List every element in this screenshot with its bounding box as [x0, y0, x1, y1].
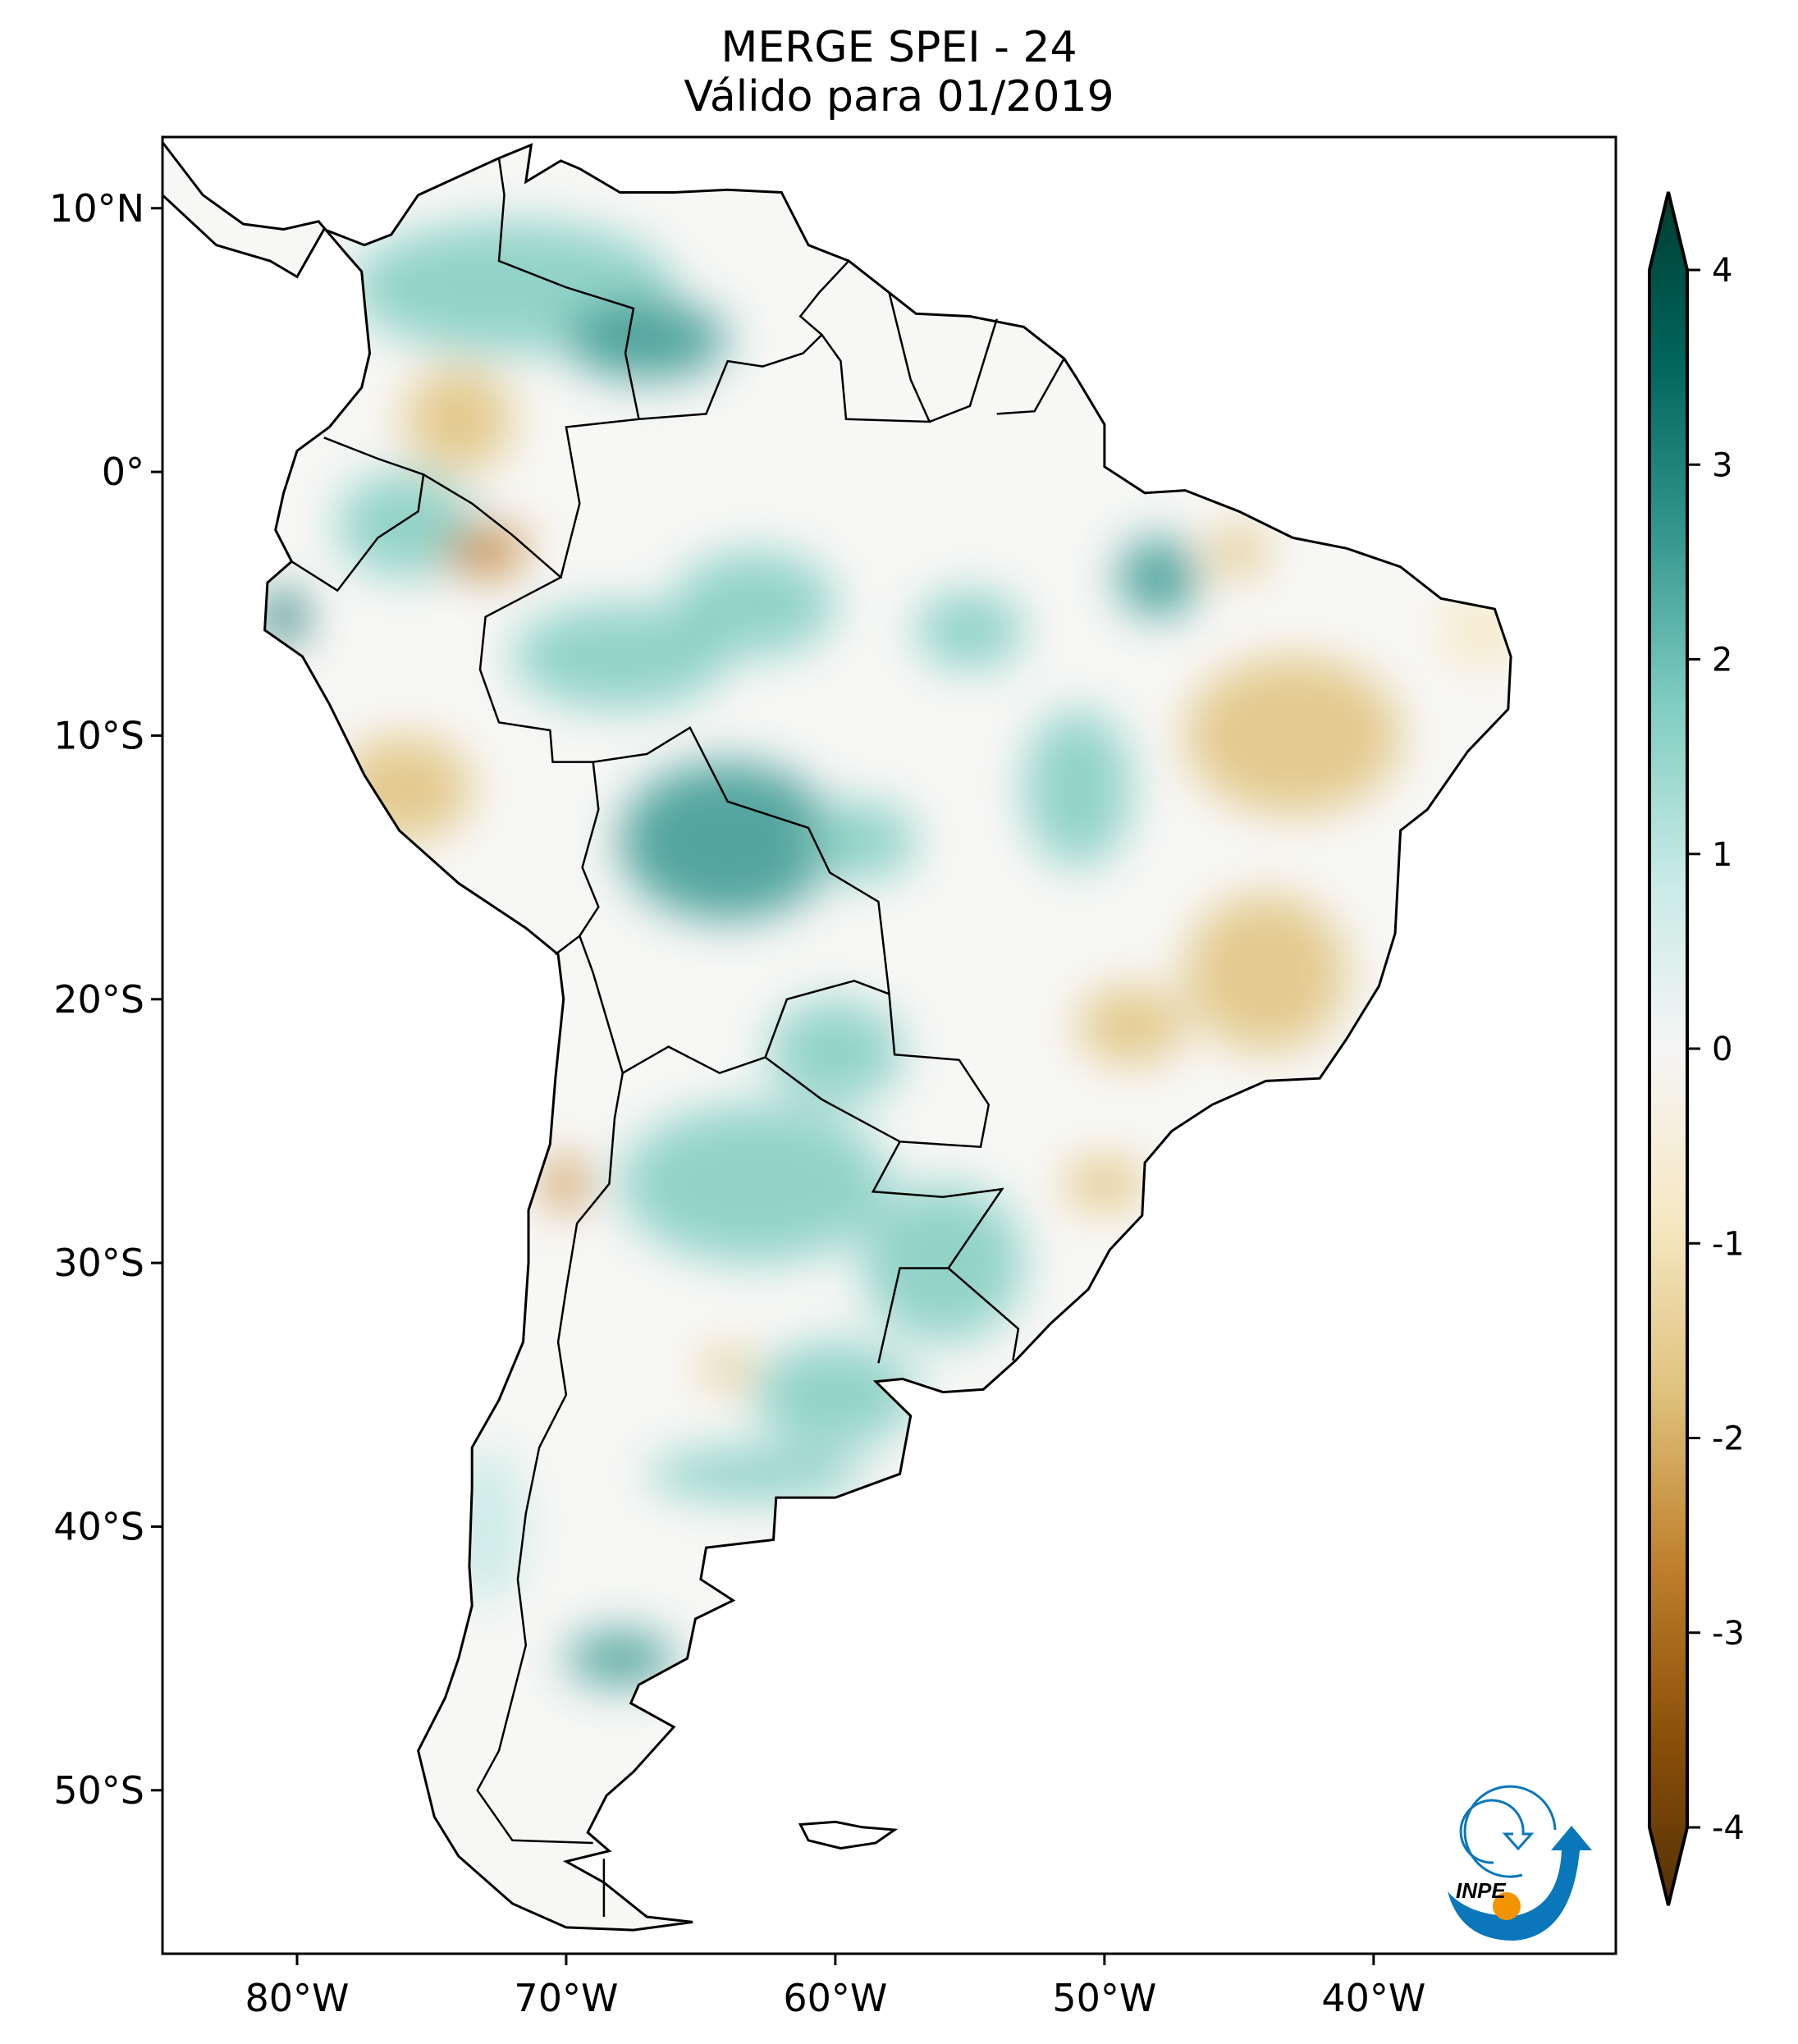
- chart-subtitle: Válido para 01/2019: [684, 72, 1114, 121]
- x-tick-label: 70°W: [514, 1976, 618, 2020]
- colorbar-tick-label: 0: [1712, 1031, 1732, 1068]
- spei-patch: [565, 1631, 675, 1685]
- x-tick-label: 80°W: [245, 1976, 349, 2020]
- spei-patch: [1212, 524, 1266, 578]
- colorbar-bar: [1648, 191, 1689, 1906]
- inpe-logo: INPE: [1448, 1785, 1592, 1941]
- spei-patch: [512, 603, 728, 710]
- spei-patch: [337, 735, 473, 841]
- spei-patch: [337, 472, 473, 578]
- spei-patch: [1118, 537, 1199, 617]
- colorbar-tick-label: 1: [1712, 836, 1732, 874]
- y-tick-label: 20°S: [53, 977, 144, 1022]
- spei-patch: [808, 801, 917, 881]
- colorbar-tick-label: -3: [1712, 1615, 1745, 1653]
- spei-patch: [1023, 709, 1132, 868]
- y-tick-label: 0°: [102, 450, 144, 494]
- spei-field: [262, 221, 1512, 1685]
- colorbar: 4 3 2 1 0 -1 -2 -3 -4: [1648, 191, 1745, 1906]
- spei-patch: [445, 524, 526, 578]
- spei-patch: [1185, 656, 1401, 815]
- country-borders: [291, 158, 1065, 1917]
- colorbar-tick-label: 4: [1712, 252, 1732, 290]
- axes-frame: [161, 135, 1617, 1955]
- spei-patch: [262, 590, 305, 643]
- spei-patch: [544, 1157, 588, 1210]
- chart-title: MERGE SPEI - 24: [721, 23, 1077, 72]
- spei-patch: [405, 366, 513, 473]
- spei-patch: [767, 999, 903, 1105]
- y-tick-label: 40°S: [53, 1504, 144, 1548]
- colorbar-tick-label: -2: [1712, 1420, 1745, 1458]
- spei-patch: [1440, 590, 1512, 670]
- colorbar-tick-label: 2: [1712, 642, 1732, 679]
- logo-orange-dot: [1493, 1892, 1521, 1920]
- x-tick-label: 60°W: [783, 1976, 887, 2020]
- x-tick-label: 50°W: [1052, 1976, 1156, 2020]
- spei-patch: [1064, 1157, 1146, 1210]
- y-tick-label: 10°S: [53, 713, 144, 757]
- logo-text: INPE: [1456, 1878, 1506, 1903]
- spei-patch: [565, 300, 728, 380]
- colorbar-tick-label: -1: [1712, 1225, 1745, 1263]
- spei-patch: [1077, 985, 1186, 1066]
- y-tick-label: 30°S: [53, 1241, 144, 1285]
- spei-patch: [754, 1342, 917, 1448]
- spei-patch: [1185, 894, 1347, 1053]
- falkland-islands: [798, 1820, 899, 1850]
- colorbar-tick-label: 3: [1712, 446, 1732, 484]
- y-tick-label: 50°S: [53, 1768, 144, 1813]
- spei-patch: [620, 761, 835, 921]
- spei-patch: [647, 1447, 862, 1501]
- spei-patch: [700, 1350, 755, 1388]
- spei-patch: [445, 1447, 526, 1606]
- x-tick-label: 40°W: [1321, 1976, 1425, 2020]
- spei-patch: [916, 590, 1024, 670]
- spei-patch: [862, 1183, 1024, 1342]
- spei-patch: [674, 551, 835, 657]
- spei-patch: [620, 1104, 890, 1264]
- colorbar-tick-label: -4: [1712, 1809, 1745, 1847]
- y-tick-label: 10°N: [49, 186, 144, 231]
- coastline: [162, 141, 1512, 1932]
